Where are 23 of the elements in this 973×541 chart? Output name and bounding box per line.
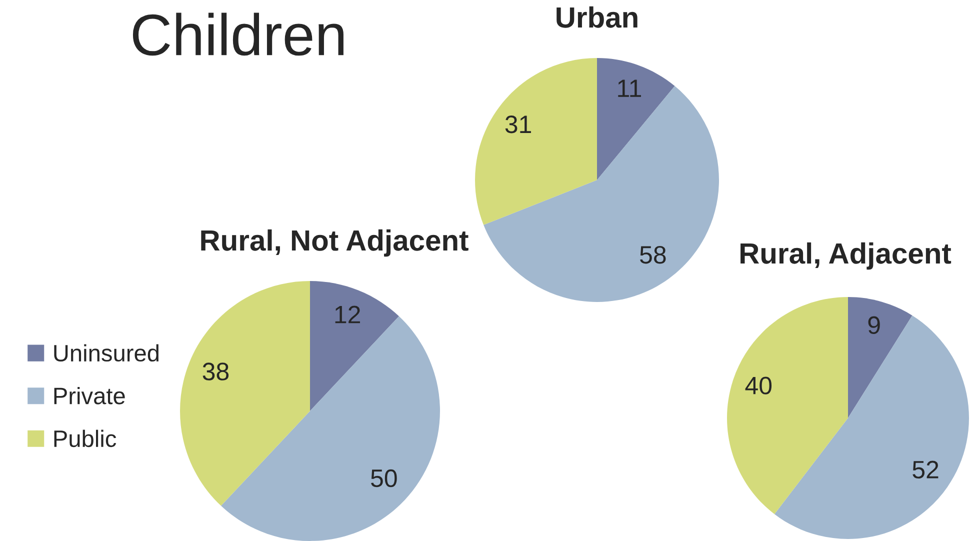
data-label: 40 <box>745 376 772 394</box>
data-label: 31 <box>505 116 531 134</box>
legend-label: Private <box>54 386 125 404</box>
chart-title: Rural, Adjacent <box>740 242 952 270</box>
data-label: 52 <box>912 460 938 479</box>
chart-title: Urban <box>556 6 638 28</box>
legend-label: Public <box>54 430 116 448</box>
data-label: 12 <box>335 306 360 324</box>
data-label: 38 <box>202 362 229 380</box>
data-label: 50 <box>371 469 397 488</box>
legend-label: Uninsured <box>54 344 158 362</box>
data-label: 58 <box>640 246 666 264</box>
pie-slice <box>848 297 912 418</box>
pie-slice <box>597 58 675 180</box>
text: Children <box>132 12 344 56</box>
data-label: 9 <box>868 316 880 334</box>
pie-slice <box>180 281 310 506</box>
pie-slice <box>475 58 597 225</box>
pie-slice <box>727 297 848 514</box>
pie-slice <box>310 281 399 411</box>
data-label: 11 <box>618 80 641 97</box>
pie-slice <box>774 315 969 539</box>
chart-title: Rural, Not Adjacent <box>201 229 468 257</box>
